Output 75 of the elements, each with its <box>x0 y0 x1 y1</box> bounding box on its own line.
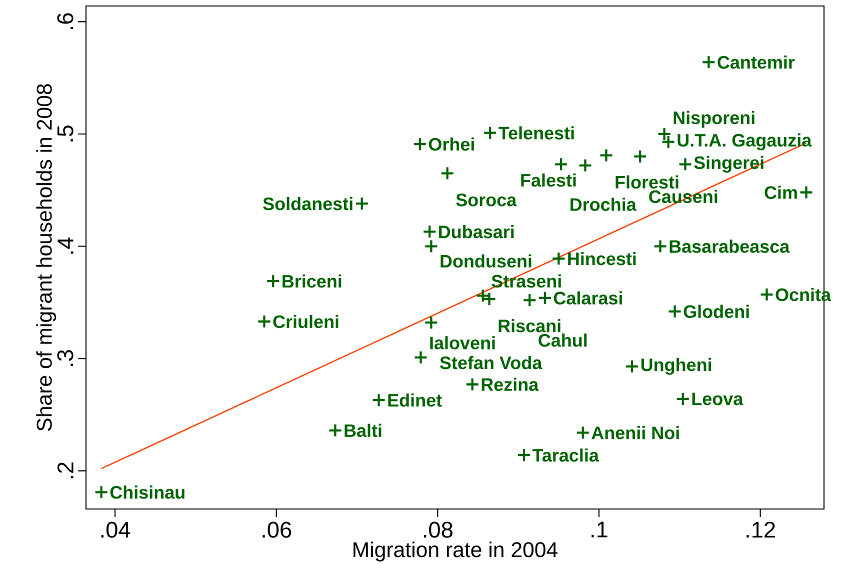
point <box>483 126 498 140</box>
point <box>424 239 438 254</box>
point <box>552 252 566 266</box>
annotation: Hincesti <box>568 252 636 266</box>
annotation: Chisinau <box>110 486 184 499</box>
point <box>266 274 280 288</box>
annotation: Edinet <box>388 393 442 407</box>
point <box>676 392 690 406</box>
annotation: U.T.A. Gagauzia <box>678 133 812 150</box>
point <box>328 423 342 438</box>
annotation: Rezina <box>482 378 539 391</box>
annotation: Orhei <box>428 137 474 151</box>
point <box>653 239 668 254</box>
y-axis-title: Share of migrant households in 2008 <box>36 84 56 431</box>
x-tick-label: .04 <box>101 522 130 538</box>
point <box>257 314 272 329</box>
point <box>599 148 614 162</box>
annotation: Drochia <box>570 198 636 211</box>
point <box>633 149 648 164</box>
annotation: Cantemir <box>718 56 795 69</box>
x-tick-label: .06 <box>262 522 292 538</box>
point <box>465 377 480 392</box>
annotation: Ungheni <box>641 358 712 375</box>
x-tick-label: .12 <box>746 522 775 538</box>
x-axis-title: Migration rate in 2004 <box>354 542 558 562</box>
point <box>668 304 682 318</box>
point <box>94 485 108 500</box>
point <box>624 359 640 374</box>
point <box>538 290 552 305</box>
annotation: Nisporeni <box>674 110 754 128</box>
annotation: Stefan Voda <box>440 356 542 370</box>
annotation: Glodeni <box>684 304 749 318</box>
point <box>554 157 568 172</box>
annotation: Ialoveni <box>430 336 495 350</box>
annotation: Cim <box>764 186 797 199</box>
annotation: Calarasi <box>554 291 622 305</box>
point <box>799 185 814 200</box>
annotation: Riscani <box>498 319 560 332</box>
annotation: Soroca <box>456 194 517 206</box>
point <box>372 393 386 408</box>
point <box>678 157 692 172</box>
point <box>424 316 438 330</box>
annotation: Cahul <box>538 334 587 347</box>
annotation: Criuleni <box>273 314 338 328</box>
point <box>576 426 590 440</box>
annotation: Balti <box>344 424 382 438</box>
annotation: Telenesti <box>498 126 574 140</box>
annotation: Donduseni <box>440 254 532 268</box>
annotation: Floresti <box>616 175 678 189</box>
point <box>414 350 428 364</box>
y-tick-label: .5 <box>57 126 74 142</box>
point <box>516 448 532 462</box>
annotation: Singerei <box>694 156 764 173</box>
x-tick-label: .1 <box>592 522 608 538</box>
point <box>760 287 774 302</box>
point <box>578 158 592 172</box>
y-tick-label: .6 <box>57 13 74 30</box>
point <box>354 196 369 211</box>
point <box>522 293 537 308</box>
y-tick-label: .2 <box>57 462 74 478</box>
annotation: Soldanesti <box>263 196 352 210</box>
point <box>702 55 716 70</box>
point <box>412 137 427 152</box>
point <box>422 224 437 239</box>
annotation: Taraclia <box>532 448 600 462</box>
x-tick-label: .08 <box>424 522 452 538</box>
point <box>440 166 454 180</box>
annotation: Dubasari <box>439 225 514 238</box>
annotation: Briceni <box>282 274 342 288</box>
annotation: Falesti <box>521 173 576 187</box>
y-tick-label: .4 <box>58 237 74 254</box>
annotation: Leova <box>692 392 744 406</box>
annotation: Anenii Noi <box>592 426 679 440</box>
y-tick-label: .3 <box>57 350 74 366</box>
annotation: Basarabeasca <box>670 240 790 253</box>
